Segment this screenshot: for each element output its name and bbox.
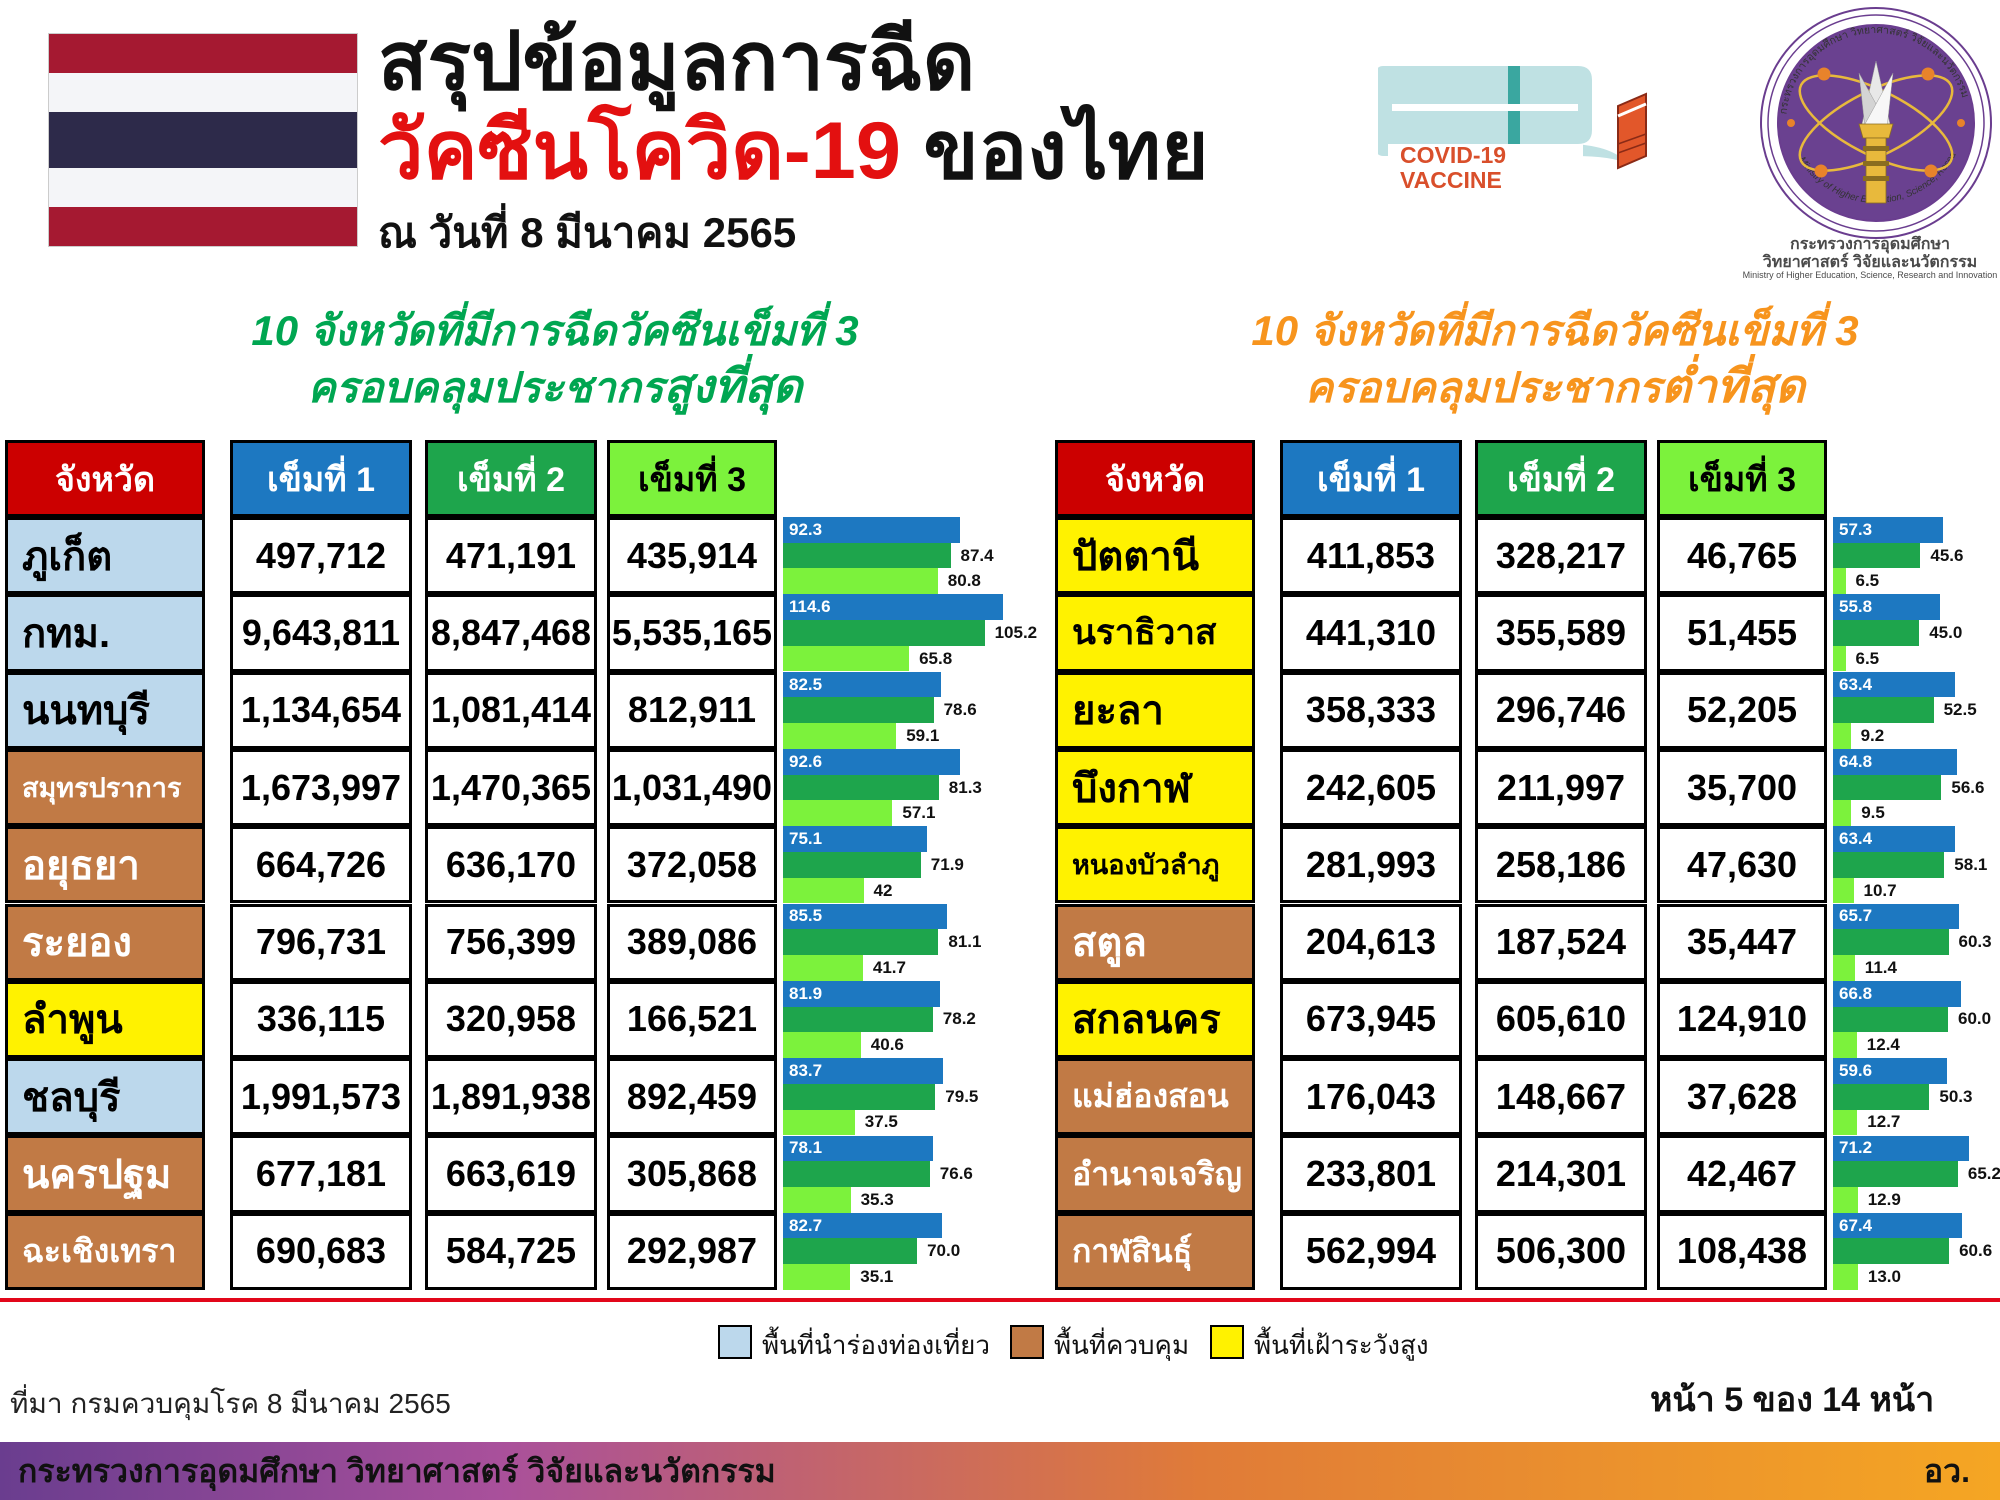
svg-text:COVID-19: COVID-19 — [1400, 142, 1506, 168]
svg-text:VACCINE: VACCINE — [1400, 167, 1502, 193]
